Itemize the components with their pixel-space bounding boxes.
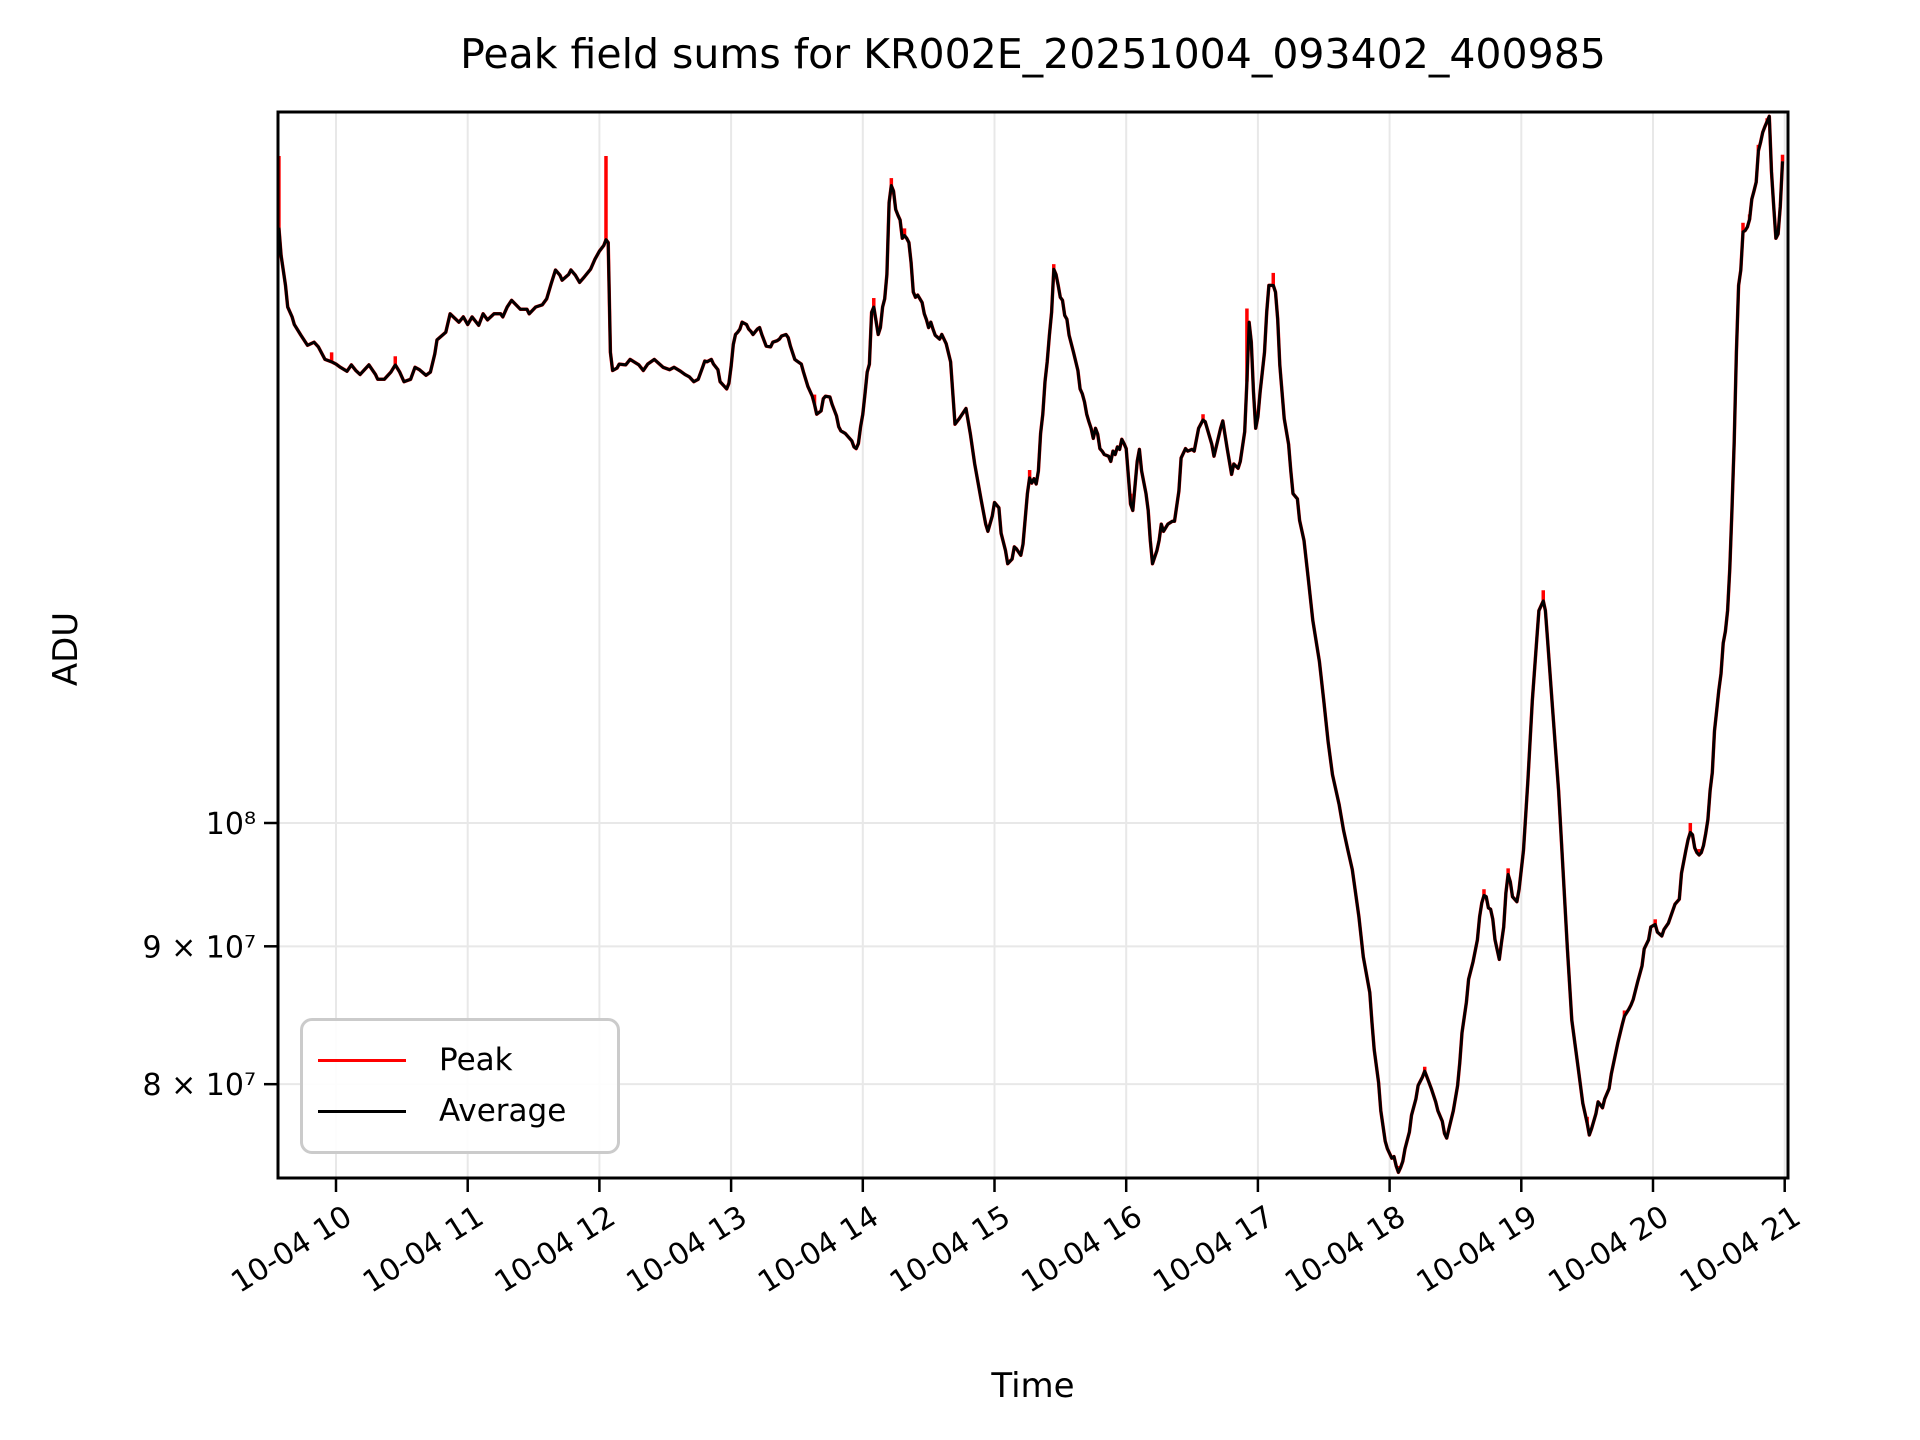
axes-spines xyxy=(276,110,1790,1180)
y-axis-label: ADU xyxy=(46,611,86,687)
x-tick-label: 10-04 17 xyxy=(1147,1199,1280,1300)
legend: Peak Average xyxy=(300,1018,620,1154)
x-tick-label: 10-04 11 xyxy=(357,1199,490,1300)
x-tick-label: 10-04 10 xyxy=(225,1199,358,1300)
chart-title: Peak field sums for KR002E_20251004_0934… xyxy=(460,30,1606,78)
x-tick-label: 10-04 20 xyxy=(1542,1199,1675,1300)
y-tick-label: 10⁸ xyxy=(206,807,256,842)
legend-item-average: Average xyxy=(318,1096,617,1127)
x-tick-label: 10-04 14 xyxy=(752,1199,885,1300)
x-axis-label: Time xyxy=(991,1366,1075,1406)
x-tick-label: 10-04 19 xyxy=(1411,1199,1544,1300)
peak-series-line xyxy=(278,114,1785,1175)
average-series-line xyxy=(278,114,1784,1174)
legend-item-peak: Peak xyxy=(318,1045,617,1076)
y-tick-label: 8 × 10⁷ xyxy=(143,1068,257,1103)
legend-label-peak: Peak xyxy=(439,1042,513,1078)
x-tick-label: 10-04 18 xyxy=(1279,1199,1412,1300)
x-tick-label: 10-04 12 xyxy=(489,1199,622,1300)
x-tick-label: 10-04 16 xyxy=(1015,1199,1148,1300)
average-line-swatch xyxy=(318,1110,406,1113)
x-tick-label: 10-04 13 xyxy=(620,1199,753,1300)
x-tick-label: 10-04 15 xyxy=(884,1199,1017,1300)
x-tick-label: 10-04 21 xyxy=(1674,1199,1807,1300)
legend-label-average: Average xyxy=(439,1093,567,1129)
y-tick-label: 9 × 10⁷ xyxy=(143,930,257,965)
peak-line-swatch xyxy=(318,1059,406,1062)
